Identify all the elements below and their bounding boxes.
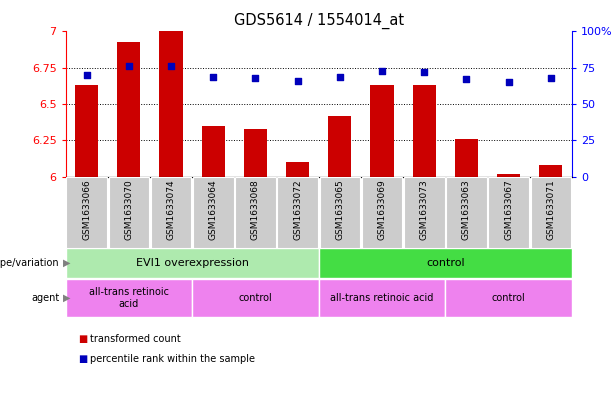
Bar xyxy=(489,177,529,248)
Text: genotype/variation: genotype/variation xyxy=(0,258,59,268)
Bar xyxy=(319,248,572,277)
Text: transformed count: transformed count xyxy=(90,334,181,344)
Text: ■: ■ xyxy=(78,334,87,344)
Text: control: control xyxy=(426,258,465,268)
Bar xyxy=(235,177,276,248)
Text: ▶: ▶ xyxy=(63,258,70,268)
Bar xyxy=(362,177,402,248)
Point xyxy=(504,79,514,86)
Point xyxy=(335,73,345,80)
Text: all-trans retinoic acid: all-trans retinoic acid xyxy=(330,293,434,303)
Bar xyxy=(455,139,478,177)
Text: GSM1633074: GSM1633074 xyxy=(167,179,175,240)
Text: percentile rank within the sample: percentile rank within the sample xyxy=(90,354,255,364)
Bar xyxy=(446,279,572,317)
Text: ▶: ▶ xyxy=(63,293,70,303)
Text: GSM1633073: GSM1633073 xyxy=(420,179,428,240)
Bar xyxy=(278,177,318,248)
Bar xyxy=(66,279,192,317)
Bar xyxy=(193,177,234,248)
Text: ■: ■ xyxy=(78,354,87,364)
Bar xyxy=(66,248,319,277)
Bar xyxy=(192,279,319,317)
Point xyxy=(293,78,303,84)
Text: GSM1633072: GSM1633072 xyxy=(293,179,302,240)
Bar xyxy=(404,177,444,248)
Point xyxy=(124,63,134,70)
Bar xyxy=(413,85,436,177)
Text: GSM1633067: GSM1633067 xyxy=(504,179,513,240)
Text: GSM1633065: GSM1633065 xyxy=(335,179,345,240)
Bar xyxy=(66,177,107,248)
Bar xyxy=(286,162,310,177)
Text: all-trans retinoic
acid: all-trans retinoic acid xyxy=(89,287,169,309)
Text: GSM1633068: GSM1633068 xyxy=(251,179,260,240)
Point xyxy=(251,75,261,81)
Point xyxy=(462,76,471,83)
Bar xyxy=(109,177,149,248)
Text: control: control xyxy=(492,293,525,303)
Bar xyxy=(159,31,183,177)
Bar xyxy=(244,129,267,177)
Bar xyxy=(446,177,487,248)
Text: GSM1633063: GSM1633063 xyxy=(462,179,471,240)
Bar xyxy=(497,174,520,177)
Text: GSM1633064: GSM1633064 xyxy=(209,179,218,240)
Text: GSM1633069: GSM1633069 xyxy=(378,179,387,240)
Text: GSM1633066: GSM1633066 xyxy=(82,179,91,240)
Point xyxy=(82,72,91,78)
Bar xyxy=(319,177,360,248)
Bar xyxy=(328,116,351,177)
Point xyxy=(166,63,176,70)
Point xyxy=(419,69,429,75)
Bar xyxy=(531,177,571,248)
Bar xyxy=(539,165,563,177)
Title: GDS5614 / 1554014_at: GDS5614 / 1554014_at xyxy=(234,13,404,29)
Text: GSM1633071: GSM1633071 xyxy=(546,179,555,240)
Text: agent: agent xyxy=(31,293,59,303)
Bar xyxy=(75,85,98,177)
Text: control: control xyxy=(238,293,272,303)
Bar xyxy=(370,85,394,177)
Bar xyxy=(202,126,225,177)
Bar xyxy=(319,279,445,317)
Bar xyxy=(117,42,140,177)
Text: EVI1 overexpression: EVI1 overexpression xyxy=(135,258,249,268)
Text: GSM1633070: GSM1633070 xyxy=(124,179,134,240)
Bar xyxy=(151,177,191,248)
Point xyxy=(546,75,556,81)
Point xyxy=(208,73,218,80)
Point xyxy=(377,68,387,74)
